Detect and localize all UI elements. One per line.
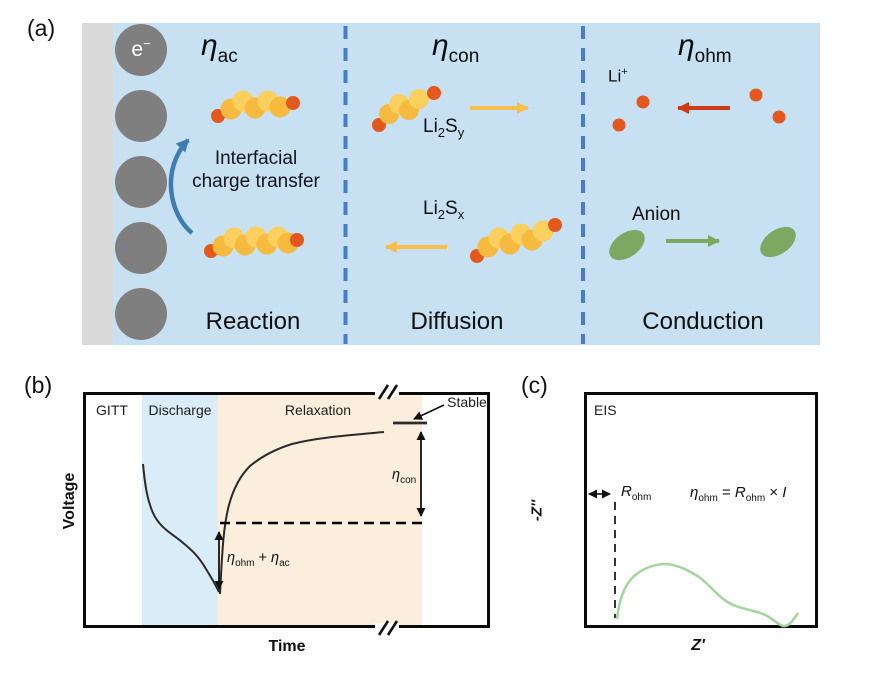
eta-con-annotation: ηcon [392, 467, 417, 486]
panel-a-label: (a) [27, 15, 56, 41]
ohmic-overpotential-equation: ηohm = Rohm × I [690, 484, 787, 504]
li-ion-label: Li+ [608, 66, 628, 86]
time-axis-label: Time [268, 638, 306, 655]
eis-plot-box [584, 392, 818, 628]
eta-sum-annotation: ηohm + ηac [227, 550, 290, 569]
z-imaginary-axis-label: -Z'' [528, 499, 546, 522]
electron-label: e− [131, 36, 151, 61]
stable-label: Stable [447, 394, 487, 410]
discharge-label: Discharge [148, 402, 212, 418]
conduction-label: Conduction [642, 308, 764, 335]
gitt-label: GITT [96, 402, 128, 418]
electrolyte-region [113, 23, 820, 345]
gitt-plot-box [83, 392, 490, 628]
electrode-strip [82, 23, 113, 345]
diffusion-label: Diffusion [410, 308, 504, 335]
reaction-label: Reaction [205, 308, 301, 335]
rohm-label: Rohm [621, 483, 652, 503]
eis-label: EIS [594, 402, 617, 418]
anion-label: Anion [632, 204, 681, 225]
interfacial-charge-transfer-text: Interfacial charge transfer [192, 148, 320, 192]
relaxation-label: Relaxation [284, 402, 352, 418]
eta-ac-title: ηac [201, 29, 238, 67]
li2sy-label: Li2Sy [423, 116, 465, 140]
eta-con-title: ηcon [432, 29, 480, 67]
z-real-axis-label: Z' [691, 637, 705, 654]
li2sx-label: Li2Sx [423, 198, 465, 222]
panel-b-label: (b) [24, 372, 53, 398]
panel-c-label: (c) [521, 372, 548, 398]
eta-ohm-title: ηohm [678, 29, 732, 67]
voltage-axis-label: Voltage [61, 472, 78, 530]
